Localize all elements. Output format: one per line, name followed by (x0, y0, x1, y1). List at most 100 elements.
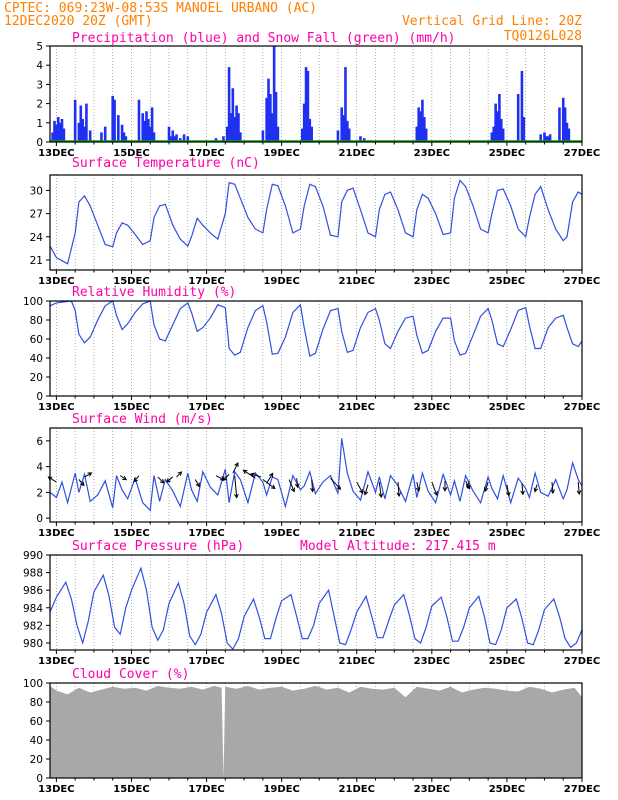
wind-arrow (288, 479, 295, 492)
cloud-frame (49, 682, 583, 779)
precip-bar (269, 94, 272, 142)
wind-ytick-label: 4 (36, 462, 43, 474)
wind-arrow-head (234, 493, 239, 499)
wind-xtick-label: 23DEC (414, 528, 450, 539)
humidity-xtick-label: 15DEC (113, 402, 149, 413)
wind-ytick-label: 6 (36, 436, 43, 448)
wind-ytick-label: 0 (36, 513, 43, 525)
precip-ytick-label: 3 (36, 79, 43, 91)
precip-bar (60, 118, 64, 142)
wind-arrow (232, 462, 239, 474)
wind-arrow-head (270, 484, 276, 490)
precip-bar (302, 103, 306, 142)
cloud-ytick-label: 100 (23, 678, 43, 690)
temperature-xtick-label: 21DEC (339, 276, 375, 287)
precip-bar (496, 111, 499, 142)
precip-bar (56, 117, 60, 142)
precip-bar (62, 128, 66, 142)
humidity-line (49, 300, 583, 357)
grid-line-note: Vertical Grid Line: 20Z (402, 14, 582, 29)
wind-arrow-head (87, 472, 93, 477)
precip-bar (231, 88, 235, 142)
wind-arrow-head (222, 476, 228, 482)
pressure-ytick-label: 988 (23, 568, 43, 580)
precip-bar (346, 120, 349, 142)
precip-bar (270, 113, 274, 142)
wind-arrow (176, 471, 182, 478)
wind-arrow-head (336, 485, 342, 490)
precip-ytick-label: 0 (36, 137, 43, 149)
cloud-ytick-label: 40 (30, 735, 43, 747)
precip-bar (214, 138, 218, 142)
wind-line (49, 438, 583, 512)
wind-arrow-head (483, 487, 489, 493)
precip-bar (421, 99, 424, 142)
precip-bar (167, 126, 171, 142)
wind-arrow (194, 479, 200, 487)
precip-bar (225, 126, 229, 142)
precip-bar (222, 136, 225, 142)
precip-bar (516, 94, 520, 142)
precip-bar (499, 118, 503, 142)
cloud-xtick-label: 25DEC (489, 784, 525, 795)
precip-bar (100, 132, 103, 142)
wind-arrow (215, 475, 225, 481)
precip-bar (103, 126, 107, 142)
wind-arrow (157, 476, 165, 484)
precip-bar (81, 118, 84, 142)
precip-xtick-label: 13DEC (38, 148, 74, 159)
precip-bar (229, 113, 233, 142)
temperature-ytick-label: 27 (30, 209, 43, 221)
wind-xtick-label: 21DEC (339, 528, 375, 539)
humidity-ytick-label: 0 (36, 391, 43, 403)
precip-ytick-label: 5 (36, 41, 43, 53)
precip-bar (419, 111, 422, 142)
pressure-xtick-label: 15DEC (113, 656, 149, 667)
precip-bar (501, 128, 505, 142)
temperature-xtick-label: 27DEC (564, 276, 600, 287)
temperature-xtick-label: 17DEC (188, 276, 224, 287)
precip-bar (272, 46, 276, 142)
precip-bar (561, 97, 565, 142)
precip-bar (178, 138, 182, 142)
precip-ytick-label: 2 (36, 99, 43, 111)
pressure-xtick-label: 13DEC (38, 656, 74, 667)
cloud-xtick-label: 13DEC (38, 784, 74, 795)
precip-xtick-label: 21DEC (339, 148, 375, 159)
wind-arrow (465, 480, 471, 490)
humidity-xtick-label: 25DEC (489, 402, 525, 413)
precip-bar (239, 132, 242, 142)
precip-bar (137, 99, 141, 142)
precip-bar (233, 117, 237, 142)
precip-bar (145, 111, 148, 142)
temperature-ytick-label: 30 (30, 185, 43, 197)
cloud-area (50, 685, 582, 778)
wind-arrow-head (396, 492, 402, 498)
precip-bar (267, 78, 270, 142)
cloud-title: Cloud Cover (%) (72, 667, 189, 682)
precip-bar (143, 120, 146, 142)
wind-arrow-head (442, 487, 448, 492)
wind-arrow (521, 483, 524, 495)
precip-bar (545, 136, 548, 142)
precip-xtick-label: 17DEC (188, 148, 224, 159)
wind-arrow-head (520, 490, 525, 496)
precip-bar (415, 126, 419, 142)
pressure-xtick-label: 21DEC (339, 656, 375, 667)
precip-bar (520, 70, 524, 142)
wind-arrow-head (433, 491, 438, 497)
precip-bar (83, 126, 86, 142)
precip-bar (147, 118, 150, 142)
wind-arrow (466, 480, 470, 488)
wind-arrow-head (159, 478, 165, 484)
precip-bar (235, 105, 238, 142)
wind-arrow-head (550, 489, 556, 495)
wind-arrow-head (249, 472, 256, 478)
cloud-xtick-label: 21DEC (339, 784, 375, 795)
precip-bar (340, 107, 344, 142)
wind-arrow-head (290, 487, 296, 493)
precip-bar (342, 115, 345, 142)
precip-bar (148, 126, 152, 142)
wind-arrow-head (177, 471, 183, 476)
precip-bar (492, 126, 496, 142)
